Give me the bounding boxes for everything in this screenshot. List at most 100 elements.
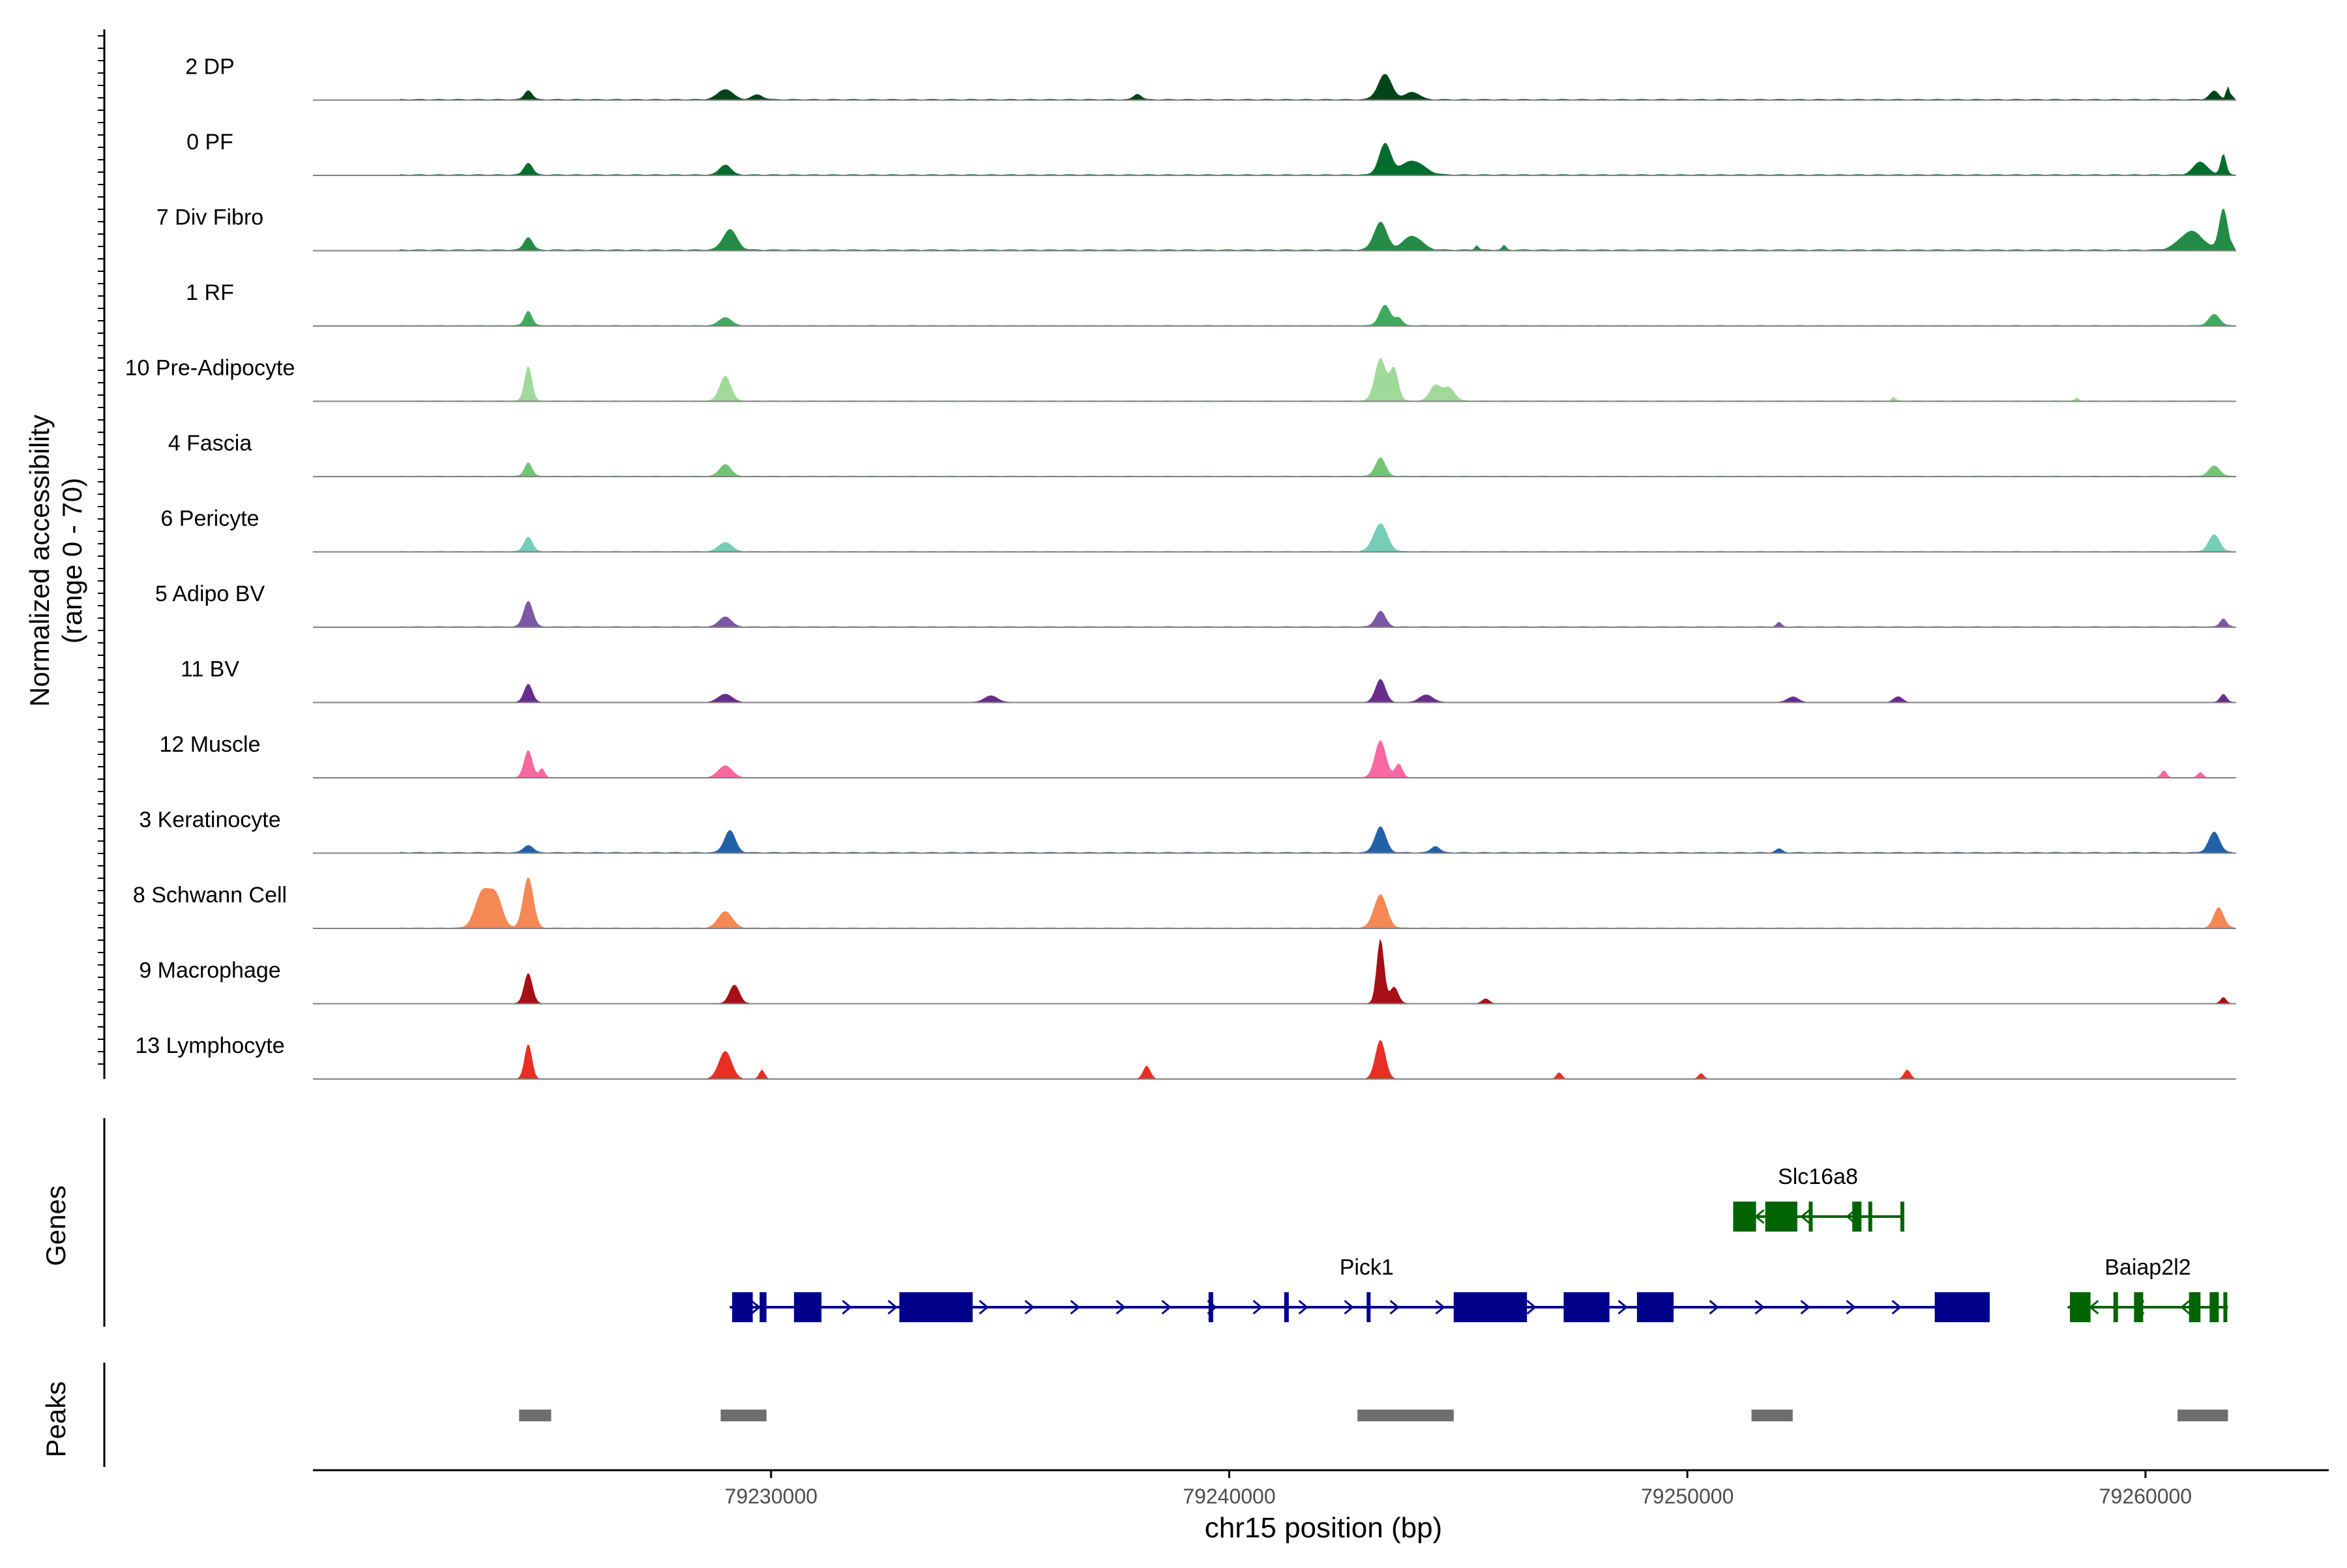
strand-arrow xyxy=(979,1299,989,1315)
track-12: 8 Schwann Cell xyxy=(133,877,2236,929)
coverage-area xyxy=(313,457,2236,477)
coverage-area xyxy=(313,523,2236,552)
gene-pick1: Pick1 xyxy=(730,1255,1990,1322)
x-tick-label: 79240000 xyxy=(1183,1485,1275,1508)
track-8: 5 Adipo BV xyxy=(155,582,2236,628)
track-14: 13 Lymphocyte xyxy=(135,1033,2236,1080)
peak-region xyxy=(2177,1410,2228,1421)
strand-arrow xyxy=(1435,1299,1445,1315)
gene-exon xyxy=(1208,1292,1213,1322)
gene-slc16a8: Slc16a8 xyxy=(1733,1164,1904,1232)
peak-region xyxy=(519,1410,552,1421)
gene-exon xyxy=(1366,1292,1371,1322)
strand-arrow xyxy=(1800,1209,1810,1224)
gene-exon xyxy=(2134,1292,2144,1322)
track-9: 11 BV xyxy=(181,657,2236,703)
coverage-area xyxy=(313,143,2236,175)
track-label: 3 Keratinocyte xyxy=(139,808,280,833)
track-13: 9 Macrophage xyxy=(139,938,2236,1005)
coverage-area xyxy=(313,74,2236,100)
gene-exon xyxy=(1636,1292,1674,1322)
gene-exon xyxy=(1900,1202,1904,1232)
coverage-area xyxy=(313,877,2236,928)
x-axis-label: chr15 position (bp) xyxy=(1205,1512,1442,1544)
strand-arrow xyxy=(1846,1299,1856,1315)
gene-exon xyxy=(1733,1202,1756,1232)
track-label: 10 Pre-Adipocyte xyxy=(125,356,295,381)
gene-exon xyxy=(1563,1292,1610,1322)
gene-exon xyxy=(1852,1202,1862,1232)
strand-arrow xyxy=(1298,1299,1308,1315)
strand-arrow xyxy=(1024,1299,1035,1315)
strand-arrow xyxy=(1344,1299,1354,1315)
track-label: 0 PF xyxy=(186,130,233,155)
coverage-area xyxy=(313,679,2236,703)
genes-track-label: Genes xyxy=(40,1185,71,1266)
gene-baiap2l2: Baiap2l2 xyxy=(2067,1255,2228,1322)
gene-exon xyxy=(1868,1202,1872,1232)
y-axis-label-line2: (range 0 - 70) xyxy=(57,478,87,643)
track-label: 13 Lymphocyte xyxy=(135,1033,284,1058)
track-label: 4 Fascia xyxy=(168,431,252,456)
track-10: 12 Muscle xyxy=(160,732,2236,778)
x-tick-label: 79230000 xyxy=(725,1485,818,1508)
peaks-track xyxy=(103,1363,2228,1467)
x-axis: 79230000 79240000 79250000 79260000 xyxy=(313,1469,2329,1508)
peak-region xyxy=(1751,1410,1793,1421)
gene-label: Baiap2l2 xyxy=(2104,1255,2191,1280)
strand-arrow xyxy=(1161,1299,1172,1315)
gene-exon xyxy=(2189,1292,2201,1322)
strand-arrow xyxy=(887,1299,898,1315)
coverage-area xyxy=(313,304,2236,326)
strand-arrow xyxy=(1754,1299,1765,1315)
gene-exon xyxy=(2223,1292,2228,1322)
track-1: 2 DP xyxy=(185,55,2236,101)
coverage-area xyxy=(313,740,2236,778)
gene-label: Pick1 xyxy=(1340,1255,1394,1280)
strand-arrow xyxy=(2180,1299,2191,1315)
strand-arrow xyxy=(1115,1299,1126,1315)
gene-exon xyxy=(2113,1292,2118,1322)
track-label: 5 Adipo BV xyxy=(155,582,265,606)
track-label: 11 BV xyxy=(181,657,239,682)
gene-exon xyxy=(2069,1292,2091,1322)
peak-region xyxy=(720,1410,767,1421)
strand-arrow xyxy=(750,1299,761,1315)
strand-arrow xyxy=(1617,1299,1628,1315)
gene-exon xyxy=(1808,1202,1813,1232)
track-label: 1 RF xyxy=(186,280,234,305)
strand-arrow xyxy=(842,1299,852,1315)
gene-label: Slc16a8 xyxy=(1778,1164,1858,1189)
track-label: 7 Div Fibro xyxy=(156,205,263,230)
coverage-area xyxy=(313,1040,2236,1079)
track-label: 6 Pericyte xyxy=(160,507,259,531)
strand-arrow xyxy=(1070,1299,1080,1315)
coverage-area xyxy=(313,938,2236,1004)
coverage-area xyxy=(313,826,2236,853)
gene-exon xyxy=(1934,1292,1990,1322)
strand-arrow xyxy=(1800,1299,1810,1315)
track-5: 10 Pre-Adipocyte xyxy=(125,356,2236,402)
gene-annotation-track: Slc16a8 Pick1 Baiap2l2 xyxy=(103,1118,2228,1327)
x-tick-label: 79250000 xyxy=(1641,1485,1734,1508)
track-2: 0 PF xyxy=(186,130,2236,176)
track-11: 3 Keratinocyte xyxy=(139,808,2236,854)
gene-exon xyxy=(1453,1292,1528,1322)
track-6: 4 Fascia xyxy=(168,431,2236,477)
peak-region xyxy=(1357,1410,1454,1421)
strand-arrow xyxy=(1526,1299,1537,1315)
gene-exon xyxy=(760,1292,767,1322)
strand-arrow xyxy=(1389,1299,1400,1315)
gene-exon xyxy=(731,1292,753,1322)
coverage-area xyxy=(313,601,2236,627)
track-label: 8 Schwann Cell xyxy=(133,883,287,908)
track-label: 2 DP xyxy=(185,55,235,80)
track-7: 6 Pericyte xyxy=(160,507,2236,553)
peaks-track-label: Peaks xyxy=(40,1382,71,1458)
gene-exon xyxy=(2209,1292,2219,1322)
strand-arrow xyxy=(1709,1299,1719,1315)
strand-arrow xyxy=(1891,1299,1902,1315)
track-label: 12 Muscle xyxy=(160,732,261,757)
